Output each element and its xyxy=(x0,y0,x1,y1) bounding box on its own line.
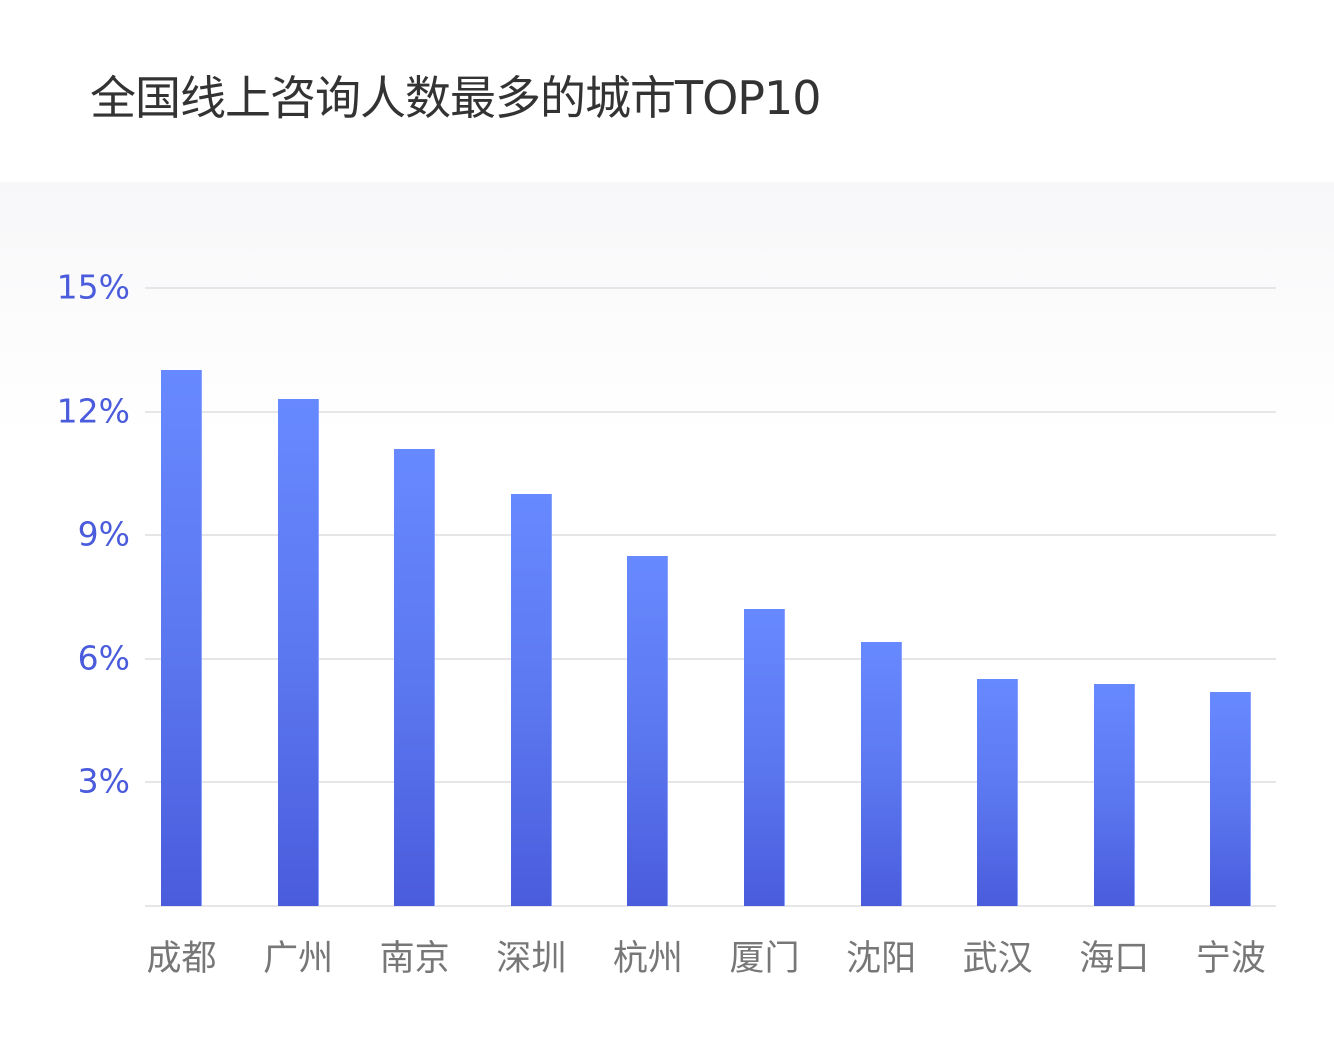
gridline xyxy=(145,781,1276,784)
y-tick-label: 6% xyxy=(77,638,130,678)
x-category-label: 海口 xyxy=(1079,939,1150,979)
y-tick-label: 15% xyxy=(56,267,130,307)
x-axis-baseline xyxy=(145,905,1276,907)
x-category-label: 成都 xyxy=(146,939,217,979)
bar-8[interactable] xyxy=(977,679,1019,906)
gridline xyxy=(145,657,1276,660)
bar-9[interactable] xyxy=(1093,683,1135,906)
bar-4[interactable] xyxy=(510,494,552,906)
gridline xyxy=(145,410,1276,413)
x-category-label: 广州 xyxy=(263,939,334,979)
x-category-label: 武汉 xyxy=(962,939,1033,979)
bar-1[interactable] xyxy=(161,370,202,906)
bar-10[interactable] xyxy=(1210,691,1252,906)
bar-2[interactable] xyxy=(277,399,319,906)
gridline xyxy=(145,287,1276,289)
x-category-label: 宁波 xyxy=(1195,939,1266,979)
x-category-label: 深圳 xyxy=(496,939,567,979)
chart-title: 全国线上咨询人数最多的城市TOP10 xyxy=(90,71,822,125)
x-category-label: 杭州 xyxy=(612,939,683,979)
y-tick-label: 3% xyxy=(77,762,130,802)
y-tick-label: 12% xyxy=(56,391,130,431)
bar-7[interactable] xyxy=(860,642,902,906)
bar-3[interactable] xyxy=(394,448,436,906)
x-category-label: 南京 xyxy=(379,939,450,979)
x-category-label: 厦门 xyxy=(729,939,800,979)
bar-6[interactable] xyxy=(744,609,785,906)
y-tick-label: 9% xyxy=(77,514,130,554)
gridline xyxy=(145,534,1276,537)
bar-5[interactable] xyxy=(627,555,669,906)
x-category-label: 沈阳 xyxy=(846,939,917,979)
